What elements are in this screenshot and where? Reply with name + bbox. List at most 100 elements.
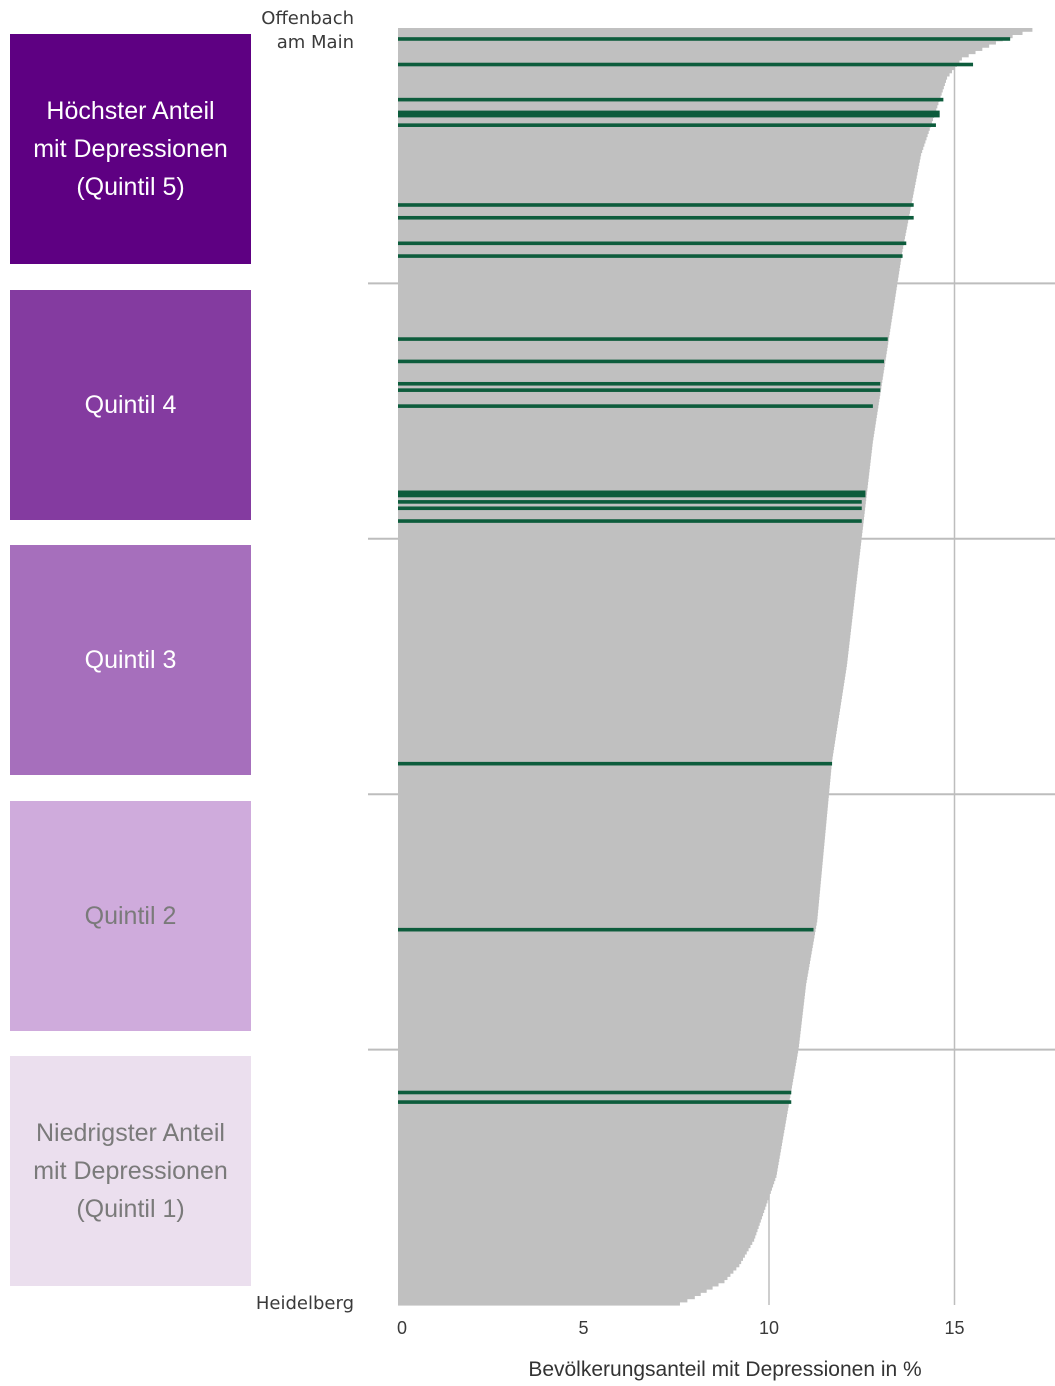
bar bbox=[398, 1250, 747, 1255]
bar bbox=[398, 759, 833, 763]
bar bbox=[398, 832, 826, 837]
bar bbox=[398, 178, 917, 182]
highlighted-bar bbox=[398, 110, 940, 115]
bar bbox=[398, 1036, 800, 1041]
bar bbox=[398, 149, 923, 154]
top-district-label: Offenbach am Main bbox=[261, 8, 354, 53]
bar bbox=[398, 296, 896, 300]
bar bbox=[398, 1164, 779, 1169]
bar bbox=[398, 120, 932, 125]
bar bbox=[398, 628, 851, 632]
bar bbox=[398, 666, 847, 671]
bar bbox=[398, 139, 926, 144]
highlighted-bar bbox=[398, 97, 944, 102]
bar bbox=[398, 1001, 804, 1006]
bar bbox=[398, 845, 825, 850]
bar bbox=[398, 889, 820, 894]
bar bbox=[398, 1292, 701, 1297]
bar bbox=[398, 1148, 781, 1153]
bar bbox=[398, 1033, 801, 1038]
bar bbox=[398, 206, 911, 211]
highlighted-bar bbox=[398, 1090, 792, 1095]
bar bbox=[398, 1161, 779, 1166]
bar bbox=[398, 727, 838, 731]
bar bbox=[398, 554, 860, 559]
bar bbox=[398, 1231, 757, 1236]
bar bbox=[398, 229, 907, 233]
x-tick-label: 0 bbox=[397, 1318, 407, 1338]
bar bbox=[398, 934, 815, 939]
bar bbox=[398, 864, 823, 869]
bar bbox=[398, 896, 820, 901]
bar bbox=[398, 736, 836, 741]
bar bbox=[398, 350, 887, 355]
bar bbox=[398, 599, 855, 604]
bar bbox=[398, 749, 834, 754]
bar bbox=[398, 292, 896, 297]
bar bbox=[398, 283, 898, 288]
bar bbox=[398, 1199, 768, 1204]
bar bbox=[398, 184, 915, 189]
bar bbox=[398, 998, 805, 1003]
bar bbox=[398, 791, 830, 795]
bar bbox=[398, 385, 882, 390]
bar bbox=[398, 784, 830, 789]
bar bbox=[398, 1257, 744, 1261]
bar bbox=[398, 695, 842, 700]
bar bbox=[398, 468, 870, 473]
bar bbox=[398, 72, 950, 77]
bar bbox=[398, 245, 904, 249]
bar bbox=[398, 1011, 803, 1016]
bar bbox=[398, 739, 836, 744]
quintile-box-4: Quintil 4 bbox=[10, 290, 251, 520]
bar bbox=[398, 1097, 790, 1102]
highlighted-bar bbox=[398, 1100, 792, 1104]
bar bbox=[398, 433, 874, 438]
bar bbox=[398, 88, 943, 93]
bar bbox=[398, 165, 919, 170]
bar bbox=[398, 1193, 770, 1198]
bar bbox=[398, 1269, 734, 1274]
bar bbox=[398, 302, 895, 307]
bar bbox=[398, 158, 920, 163]
bar bbox=[398, 1151, 781, 1156]
bar bbox=[398, 1295, 695, 1300]
bar bbox=[398, 829, 826, 834]
bar bbox=[398, 1078, 794, 1083]
bar bbox=[398, 1247, 749, 1252]
bar bbox=[398, 583, 857, 588]
bar bbox=[398, 1040, 800, 1044]
bar bbox=[398, 82, 945, 87]
bar bbox=[398, 130, 929, 134]
bar bbox=[398, 672, 846, 677]
bar bbox=[398, 944, 813, 949]
bar bbox=[398, 1123, 786, 1127]
bar bbox=[398, 615, 853, 620]
bar bbox=[398, 1241, 753, 1245]
quintile-label-5: Höchster Anteil mit Depressionen (Quinti… bbox=[33, 97, 228, 201]
bar bbox=[398, 1062, 796, 1067]
bar bbox=[398, 328, 891, 332]
bar bbox=[398, 867, 822, 872]
bar bbox=[398, 612, 853, 617]
bar bbox=[398, 1244, 751, 1249]
bar bbox=[398, 417, 877, 422]
bar bbox=[398, 251, 903, 256]
highlighted-bar bbox=[398, 37, 1011, 41]
bar bbox=[398, 66, 955, 71]
bar bbox=[398, 1068, 795, 1073]
bar bbox=[398, 778, 831, 783]
bar bbox=[398, 1279, 725, 1284]
bar bbox=[398, 264, 901, 269]
bar bbox=[398, 768, 832, 773]
bar bbox=[398, 714, 839, 719]
bar bbox=[398, 107, 937, 112]
bar bbox=[398, 1158, 780, 1162]
bar bbox=[398, 711, 840, 715]
bar bbox=[398, 34, 1013, 39]
bar bbox=[398, 1167, 778, 1172]
bar bbox=[398, 1263, 740, 1268]
bar bbox=[398, 781, 830, 786]
bar bbox=[398, 937, 814, 942]
bar bbox=[398, 822, 827, 827]
